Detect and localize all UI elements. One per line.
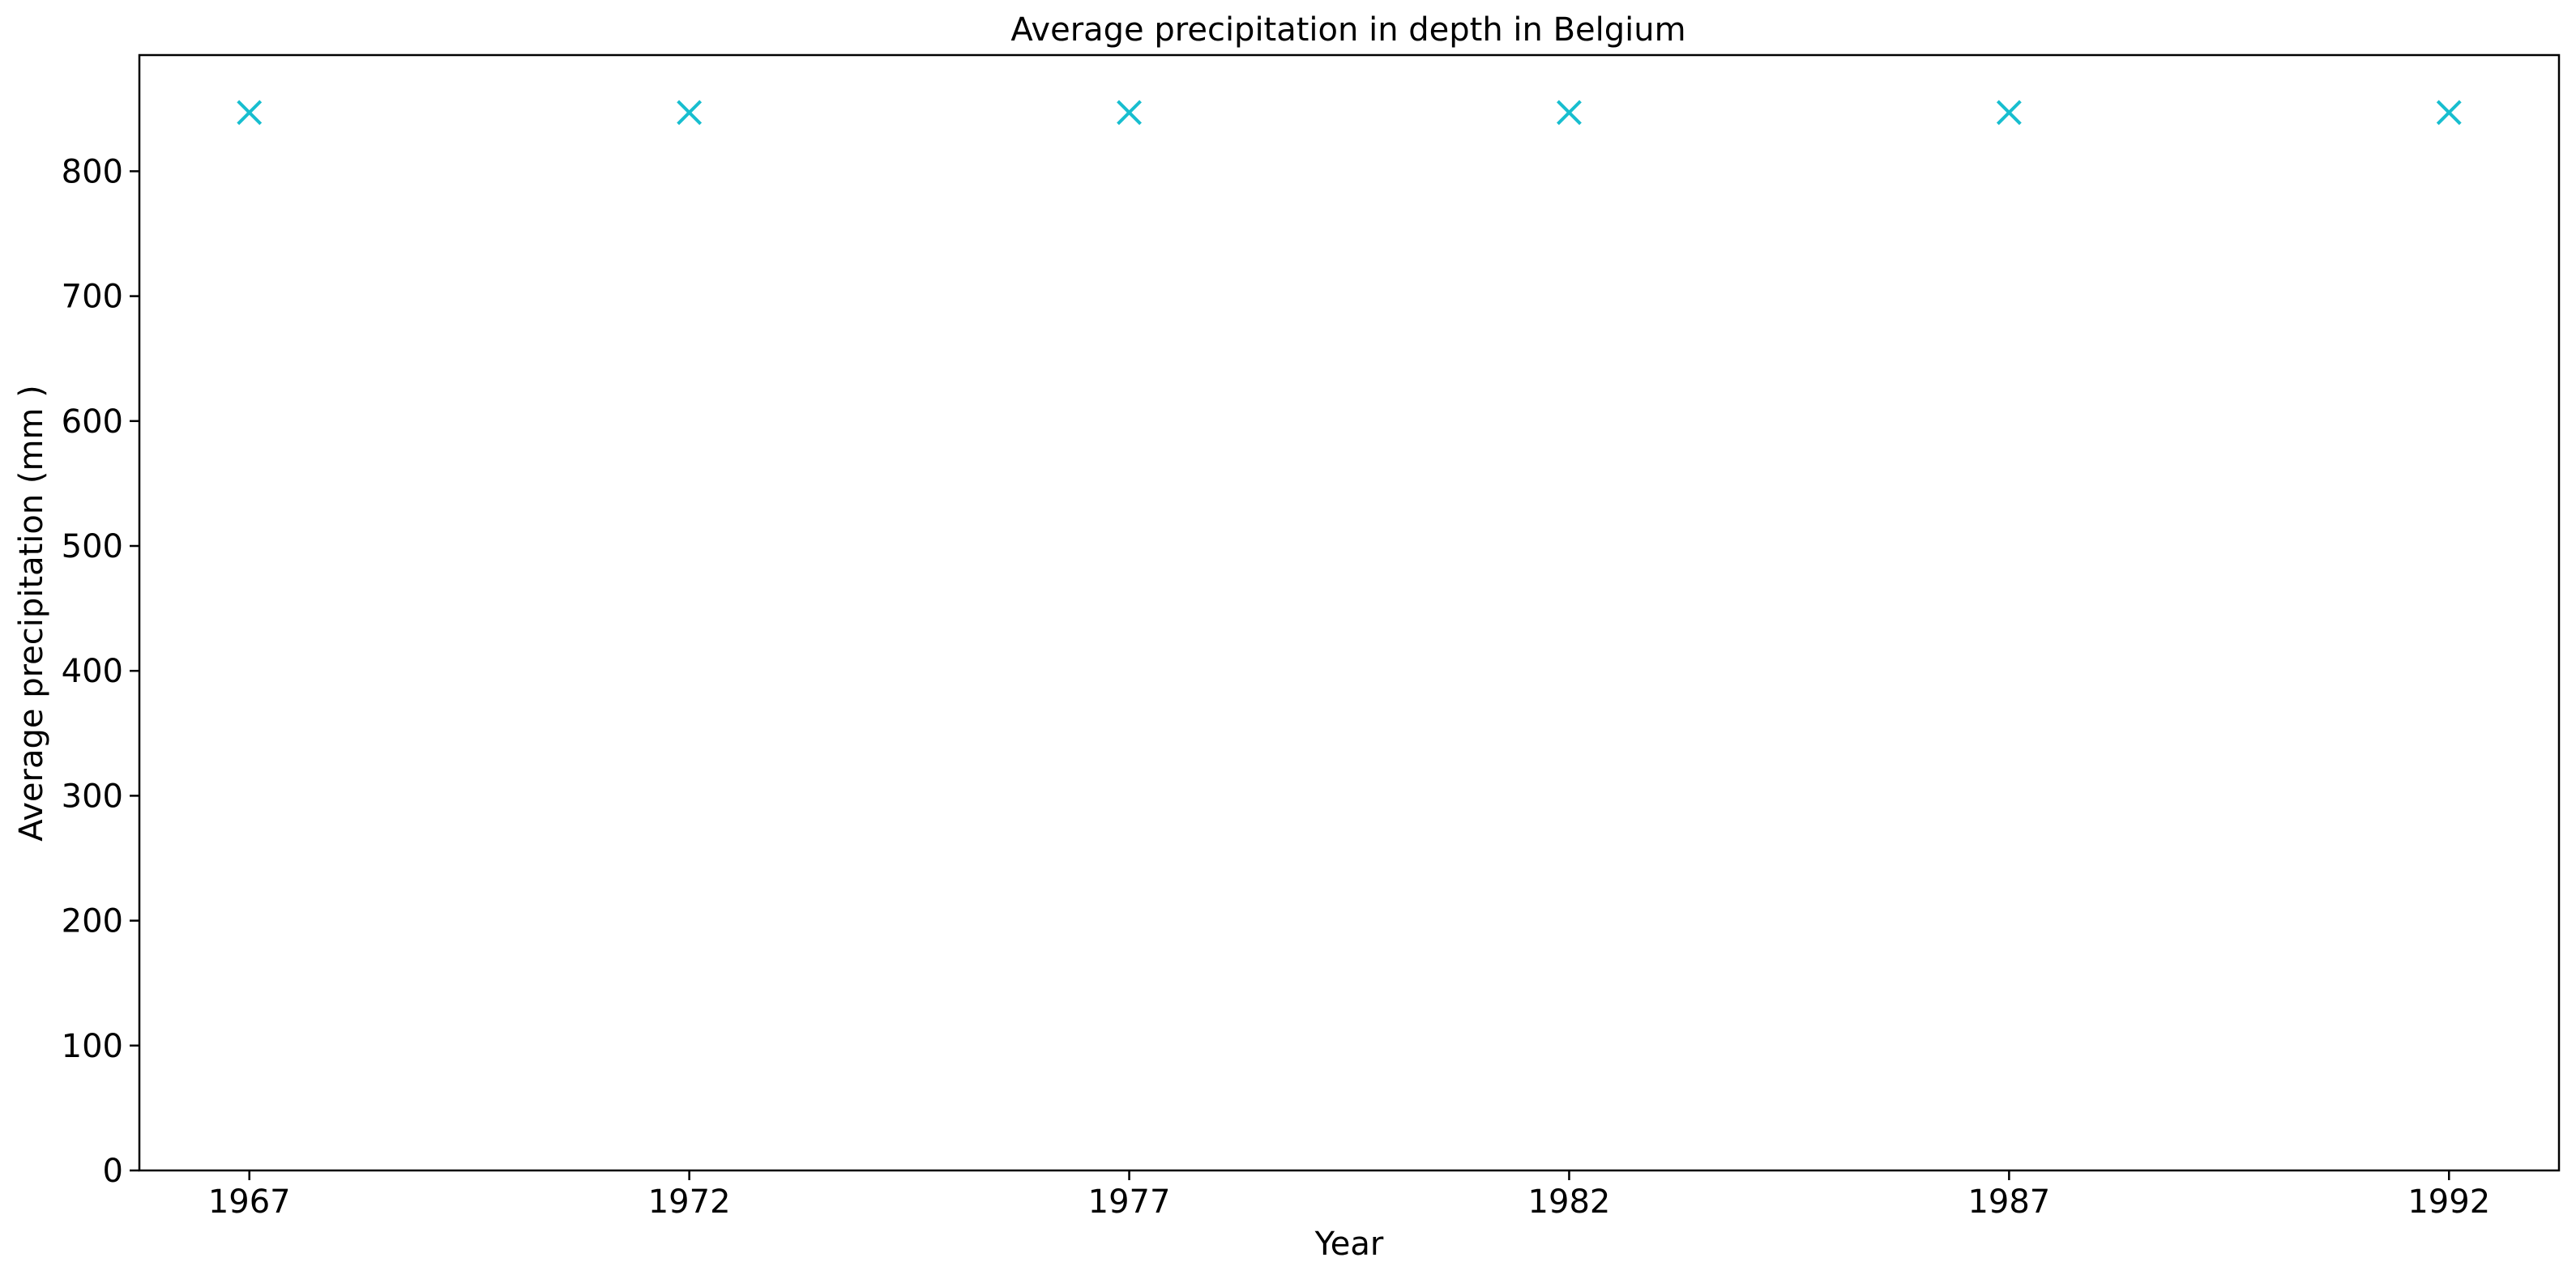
plot-area-frame: [138, 53, 2561, 1172]
chart-title: Average precipitation in depth in Belgiu…: [1010, 11, 1685, 49]
data-series: [237, 100, 2462, 126]
data-point: [1557, 100, 1582, 126]
y-tick-label: 600: [62, 403, 123, 441]
y-tick-label: 200: [62, 903, 123, 940]
y-tick-label: 0: [103, 1153, 123, 1190]
y-tick-label: 800: [62, 153, 123, 190]
x-axis: 1967 1972 1977 1982 1987 1992: [208, 1170, 2490, 1221]
y-tick-label: 400: [62, 653, 123, 690]
data-point: [2436, 100, 2462, 126]
y-tick-label: 300: [62, 778, 123, 815]
x-axis-label: Year: [1314, 1226, 1384, 1263]
y-tick-label: 500: [62, 528, 123, 565]
y-tick-label: 100: [62, 1028, 123, 1065]
data-point: [677, 100, 703, 126]
x-tick-label: 1982: [1528, 1183, 1611, 1221]
data-point: [237, 100, 263, 126]
x-tick-label: 1967: [208, 1183, 291, 1221]
x-tick-label: 1992: [2407, 1183, 2490, 1221]
data-point: [1996, 100, 2022, 126]
data-point: [1117, 100, 1142, 126]
y-axis-label: Average precipitation (mm ): [13, 385, 50, 842]
y-axis: 0 100 200 300 400 500 600 700 800: [62, 153, 139, 1190]
x-tick-label: 1987: [1967, 1183, 2050, 1221]
x-tick-label: 1977: [1088, 1183, 1171, 1221]
y-tick-label: 700: [62, 279, 123, 316]
x-tick-label: 1972: [648, 1183, 731, 1221]
